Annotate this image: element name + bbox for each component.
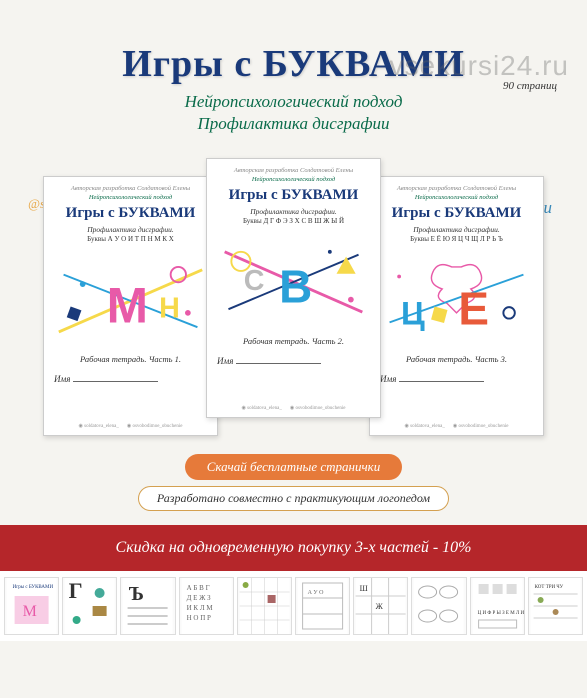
watermark-text: vsekursi24.ru: [389, 50, 569, 82]
wb-title: Игры с БУКВАМИ: [380, 205, 533, 222]
thumb-8[interactable]: [411, 577, 466, 635]
svg-text:Н О П Р: Н О П Р: [186, 614, 210, 622]
wb-part-label: Рабочая тетрадь. Часть 2.: [217, 336, 370, 346]
svg-text:Н: Н: [159, 293, 180, 325]
wb-part-label: Рабочая тетрадь. Часть 3.: [380, 354, 533, 364]
thumb-7[interactable]: ШЖ: [353, 577, 408, 635]
discount-banner: Скидка на одновременную покупку 3-х част…: [0, 525, 587, 571]
svg-text:Ж: Ж: [376, 602, 384, 611]
thumb-9[interactable]: Ц И Ф Р Ы З Е М Л И: [470, 577, 525, 635]
thumb-5[interactable]: [237, 577, 292, 635]
wb-name-field: Имя: [380, 374, 533, 384]
svg-text:КОТ ТРИ ЧУ: КОТ ТРИ ЧУ: [534, 585, 563, 590]
wb-desc: Профилактика дисграфии.: [380, 225, 533, 234]
subtitle-prevention: Профилактика дисграфии: [0, 114, 587, 134]
wb-sub: Нейропсихологический подход: [217, 176, 370, 183]
wb-name-label: Имя: [217, 356, 233, 366]
svg-text:Д Е Ж З: Д Е Ж З: [186, 594, 211, 602]
wb-name-label: Имя: [380, 374, 396, 384]
wb-name-field: Имя: [217, 356, 370, 366]
svg-text:Ш: Ш: [360, 584, 368, 593]
wb-sub: Нейропсихологический подход: [380, 194, 533, 201]
wb-desc: Профилактика дисграфии.: [54, 225, 207, 234]
thumb-4[interactable]: А Б В Г Д Е Ж З И К Л М Н О П Р: [179, 577, 234, 635]
cta-developed-with: Разработано совместно с практикующим лог…: [138, 486, 449, 511]
svg-text:А У О: А У О: [308, 590, 325, 596]
wb-desc: Профилактика дисграфии.: [217, 207, 370, 216]
cta-download-free[interactable]: Скачай бесплатные странички: [185, 454, 403, 480]
svg-text:В: В: [279, 260, 312, 312]
thumbnail-strip: Игры с БУКВАМИ М Г Ъ А Б В Г Д Е Ж З И К Л …: [0, 571, 587, 641]
thumb-6[interactable]: А У О: [295, 577, 350, 635]
svg-text:Е: Е: [458, 282, 489, 334]
wb-art-3: Ц Е: [380, 251, 533, 346]
wb-author-line: Авторская разработка Солдатовой Елены: [217, 167, 370, 174]
thumb-2[interactable]: Г: [62, 577, 117, 635]
svg-text:Игры с БУКВАМИ: Игры с БУКВАМИ: [13, 585, 54, 590]
wb-art-2: С В: [217, 233, 370, 328]
wb-author-line: Авторская разработка Солдатовой Елены: [54, 185, 207, 192]
wb-title: Игры с БУКВАМИ: [54, 205, 207, 222]
wb-part-label: Рабочая тетрадь. Часть 1.: [54, 354, 207, 364]
workbook-part-1: Авторская разработка Солдатовой Елены Не…: [43, 176, 218, 436]
wb-letters: Буквы А У О И Т П Н М К Х: [54, 235, 207, 243]
wb-footer: ◉ soldatova_elena_◉ osvobodimoe_obucheni…: [207, 405, 380, 411]
svg-text:И К Л М: И К Л М: [186, 604, 213, 612]
subtitle-approach: Нейропсихологический подход: [0, 92, 587, 112]
wb-sub: Нейропсихологический подход: [54, 194, 207, 201]
wb-author-line: Авторская разработка Солдатовой Елены: [380, 185, 533, 192]
svg-text:М: М: [107, 277, 148, 333]
wb-name-label: Имя: [54, 374, 70, 384]
workbook-part-3: Авторская разработка Солдатовой Елены Не…: [369, 176, 544, 436]
thumb-1[interactable]: Игры с БУКВАМИ М: [4, 577, 59, 635]
svg-text:Ъ: Ъ: [129, 583, 144, 605]
thumb-10[interactable]: КОТ ТРИ ЧУ: [528, 577, 583, 635]
wb-footer: ◉ soldatova_elena_◉ osvobodimoe_obucheni…: [370, 423, 543, 429]
wb-art-1: М Н: [54, 251, 207, 346]
svg-text:А Б В Г: А Б В Г: [186, 584, 209, 592]
svg-text:Ц И Ф Р Ы З Е М Л И: Ц И Ф Р Ы З Е М Л И: [477, 611, 524, 616]
svg-text:С: С: [244, 265, 265, 297]
svg-text:Г: Г: [69, 578, 83, 603]
svg-text:М: М: [23, 603, 37, 620]
wb-name-field: Имя: [54, 374, 207, 384]
wb-title: Игры с БУКВАМИ: [217, 187, 370, 204]
workbook-previews: Авторская разработка Солдатовой Елены Не…: [0, 158, 587, 436]
wb-letters: Буквы Д Г Ф Э З Х С В Ш Ж Ы Й: [217, 217, 370, 225]
wb-letters: Буквы Е Ё Ю Я Ц Ч Щ Л Р Ь Ъ: [380, 235, 533, 243]
wb-footer: ◉ soldatova_elena_◉ osvobodimoe_obucheni…: [44, 423, 217, 429]
svg-text:Ц: Ц: [401, 295, 425, 331]
thumb-3[interactable]: Ъ: [120, 577, 175, 635]
workbook-part-2: Авторская разработка Солдатовой Елены Не…: [206, 158, 381, 418]
